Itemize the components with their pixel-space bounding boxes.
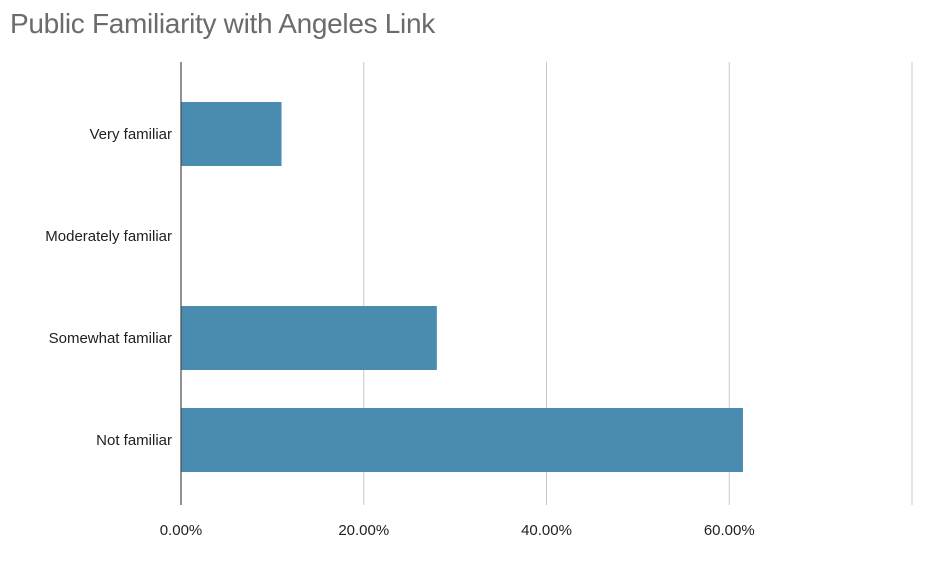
category-label: Moderately familiar (45, 228, 172, 245)
x-tick-label: 60.00% (704, 522, 755, 539)
category-labels: Very familiar Moderately familiar Somewhat… (45, 126, 172, 449)
category-label: Not familiar (96, 432, 172, 449)
bar (181, 408, 743, 472)
bar (181, 102, 282, 166)
category-label: Somewhat familiar (49, 330, 172, 347)
tick-labels: 0.00% 20.00% 40.00% 60.00% (160, 522, 755, 539)
bars (181, 102, 743, 472)
x-tick-label: 20.00% (338, 522, 389, 539)
x-tick-label: 40.00% (521, 522, 572, 539)
x-tick-label: 0.00% (160, 522, 203, 539)
category-label: Very familiar (89, 126, 172, 143)
bar (181, 306, 437, 370)
chart-title: Public Familiarity with Angeles Link (10, 8, 435, 39)
